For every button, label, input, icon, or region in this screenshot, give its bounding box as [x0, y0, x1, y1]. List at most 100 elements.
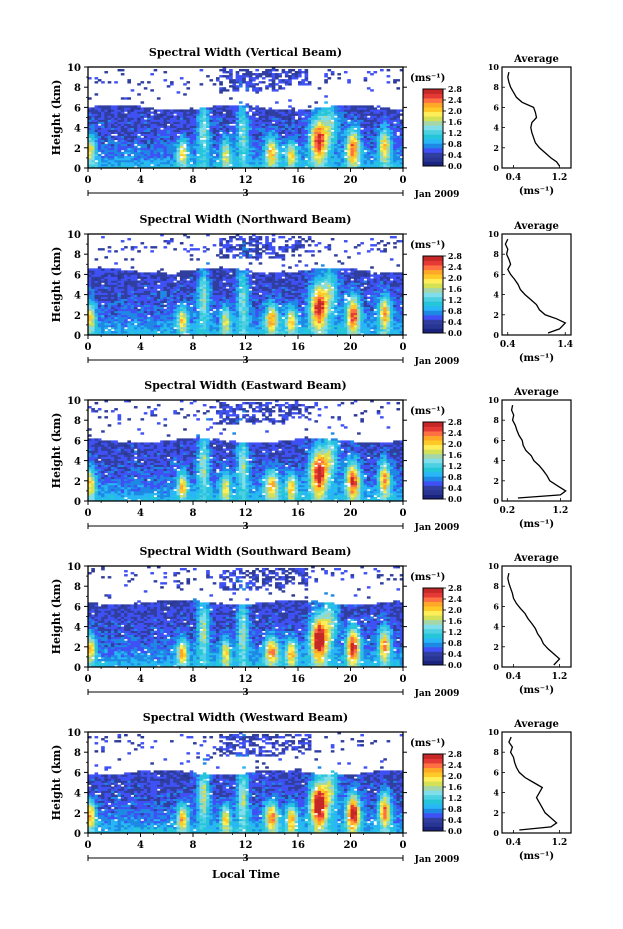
- heatmap-cell: [163, 309, 167, 311]
- heatmap-cell: [249, 262, 253, 264]
- heatmap-cell: [249, 128, 253, 130]
- heatmap-cell: [223, 158, 227, 160]
- heatmap-cell: [360, 113, 364, 115]
- heatmap-cell: [255, 285, 259, 287]
- heatmap-cell: [154, 329, 158, 331]
- heatmap-cell: [101, 299, 105, 301]
- heatmap-cell: [314, 118, 318, 120]
- heatmap-cell: [324, 132, 328, 134]
- heatmap-cell: [357, 113, 361, 115]
- heatmap-cell: [183, 83, 187, 85]
- heatmap-cell: [200, 160, 204, 162]
- heatmap-cell: [160, 291, 164, 293]
- heatmap-cell: [118, 124, 122, 126]
- heatmap-cell: [183, 122, 187, 124]
- heatmap-cell: [183, 295, 187, 297]
- heatmap-cell: [216, 309, 220, 311]
- heatmap-cell: [380, 148, 384, 150]
- heatmap-cell: [108, 105, 112, 107]
- heatmap-cell: [111, 154, 115, 156]
- heatmap-cell: [196, 311, 200, 313]
- heatmap-cell: [157, 122, 161, 124]
- heatmap-cell: [344, 105, 348, 107]
- heatmap-cell: [209, 317, 213, 319]
- heatmap-cell: [396, 122, 400, 124]
- heatmap-cell: [324, 109, 328, 111]
- heatmap-cell: [311, 160, 315, 162]
- heatmap-cell: [160, 130, 164, 132]
- heatmap-cell: [246, 248, 250, 250]
- heatmap-cell: [219, 327, 223, 329]
- heatmap-cell: [249, 274, 253, 276]
- heatmap-cell: [206, 315, 210, 317]
- heatmap-cell: [154, 313, 158, 315]
- heatmap-cell: [252, 272, 256, 274]
- heatmap-cell: [173, 162, 177, 164]
- heatmap-cell: [337, 138, 341, 140]
- heatmap-cell: [150, 301, 154, 303]
- heatmap-cell: [390, 130, 394, 132]
- heatmap-cell: [223, 331, 227, 333]
- heatmap-cell: [265, 158, 269, 160]
- heatmap-cell: [124, 289, 128, 291]
- heatmap-cell: [324, 126, 328, 128]
- heatmap-cell: [285, 164, 289, 166]
- heatmap-cell: [157, 148, 161, 150]
- heatmap-cell: [285, 115, 289, 117]
- heatmap-cell: [101, 150, 105, 152]
- heatmap-cell: [305, 144, 309, 146]
- heatmap-cell: [157, 120, 161, 122]
- heatmap-cell: [104, 331, 108, 333]
- heatmap-cell: [203, 126, 207, 128]
- heatmap-cell: [285, 148, 289, 150]
- heatmap-cell: [183, 128, 187, 130]
- heatmap-cell: [262, 134, 266, 136]
- heatmap-cell: [295, 160, 299, 162]
- heatmap-cell: [265, 144, 269, 146]
- heatmap-cell: [232, 85, 236, 87]
- heatmap-cell: [216, 126, 220, 128]
- heatmap-cell: [216, 122, 220, 124]
- heatmap-cell: [334, 124, 338, 126]
- heatmap-cell: [173, 309, 177, 311]
- heatmap-cell: [203, 136, 207, 138]
- heatmap-cell: [311, 126, 315, 128]
- heatmap-cell: [104, 146, 108, 148]
- heatmap-cell: [104, 132, 108, 134]
- heatmap-cell: [364, 107, 368, 109]
- heatmap-cell: [354, 109, 358, 111]
- heatmap-cell: [360, 107, 364, 109]
- heatmap-cell: [246, 87, 250, 89]
- heatmap-cell: [203, 319, 207, 321]
- heatmap-cell: [160, 287, 164, 289]
- heatmap-cell: [163, 319, 167, 321]
- heatmap-cell: [278, 128, 282, 130]
- heatmap-cell: [111, 309, 115, 311]
- heatmap-cell: [219, 244, 223, 246]
- heatmap-cell: [383, 146, 387, 148]
- heatmap-cell: [167, 144, 171, 146]
- heatmap-cell: [223, 120, 227, 122]
- heatmap-cell: [305, 113, 309, 115]
- heatmap-cell: [252, 274, 256, 276]
- heatmap-cell: [377, 130, 381, 132]
- heatmap-cell: [144, 313, 148, 315]
- heatmap-cell: [246, 128, 250, 130]
- heatmap-cell: [173, 109, 177, 111]
- heatmap-cell: [344, 148, 348, 150]
- heatmap-cell: [95, 107, 99, 109]
- heatmap-cell: [351, 124, 355, 126]
- heatmap-cell: [229, 238, 233, 240]
- heatmap-cell: [246, 142, 250, 144]
- heatmap-cell: [150, 144, 154, 146]
- heatmap-cell: [91, 120, 95, 122]
- heatmap-cell: [255, 303, 259, 305]
- heatmap-cell: [390, 138, 394, 140]
- heatmap-cell: [154, 154, 158, 156]
- heatmap-cell: [160, 274, 164, 276]
- heatmap-cell: [232, 327, 236, 329]
- heatmap-cell: [291, 164, 295, 166]
- heatmap-cell: [288, 75, 292, 77]
- heatmap-cell: [314, 115, 318, 117]
- heatmap-cell: [314, 122, 318, 124]
